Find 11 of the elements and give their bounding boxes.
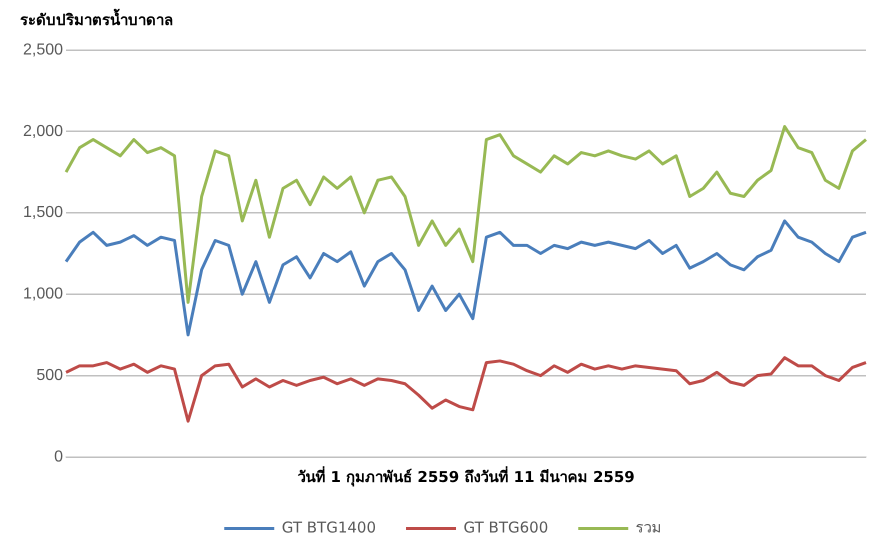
y-tick-label: 2,000 — [22, 122, 64, 140]
legend-label: GT BTG1400 — [282, 518, 376, 536]
y-tick-label: 1,000 — [22, 286, 64, 303]
y-tick-label: 500 — [36, 367, 64, 384]
y-tick-label: 1,500 — [22, 204, 64, 222]
y-tick-label: 0 — [54, 448, 64, 466]
chart-title: ระดับปริมาตรน้ำบาดาล — [20, 8, 173, 29]
y-tick-label: 2,500 — [22, 41, 64, 58]
x-axis-title: วันที่ 1 กุมภาพันธ์ 2559 ถึงวันที่ 11 มีนาคม 2559 — [297, 466, 635, 487]
legend-label: รวม — [636, 518, 662, 536]
legend-label: GT BTG600 — [464, 518, 548, 536]
